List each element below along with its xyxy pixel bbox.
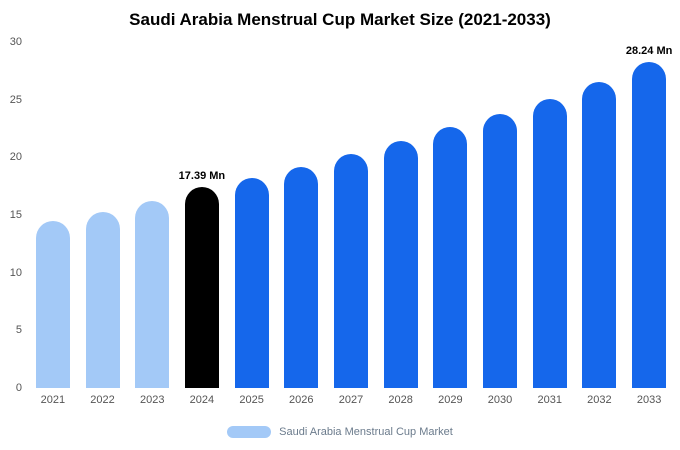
bar [632,62,667,388]
bar [333,153,368,388]
bar-column [376,42,426,388]
x-axis: 2021 2022 2023 2024 2025 2026 2027 2028 2029 2030… [28,394,674,406]
x-tick-label: 2024 [189,394,215,406]
bar-column [326,42,376,388]
x-tick-label: 2022 [90,394,115,406]
y-tick-label: 0 [15,382,22,394]
bar [85,211,120,388]
bar-value-label: 17.39 Mn [178,170,226,183]
bar [184,187,219,388]
bar [135,201,170,388]
bar [483,113,518,388]
y-tick-label: 5 [15,324,22,337]
bar-column: 28.24 Mn [624,42,674,388]
bar-value-label: 28.24 Mn [625,45,673,58]
legend-swatch [227,426,272,438]
x-tick-label: 2025 [239,394,264,406]
x-tick-label: 2032 [587,394,612,406]
y-tick-label: 20 [9,151,22,164]
bar-column [227,42,277,388]
x-tick-label: 2029 [438,394,463,406]
plot-area: 17.39 Mn 28.24 Mn [28,42,674,388]
y-tick-label: 15 [9,209,22,221]
legend-label: Saudi Arabia Menstrual Cup Market [279,426,453,438]
bar [284,166,319,388]
x-tick-label: 2027 [338,394,364,406]
bar [383,141,418,388]
bar [35,220,70,388]
x-tick-label: 2033 [636,394,662,406]
x-tick-label: 2031 [537,394,562,406]
bar [433,127,468,388]
y-tick-label: 30 [9,36,22,48]
bar [582,82,617,388]
y-tick-label: 25 [9,93,22,106]
y-axis: 0 5 10 15 20 25 30 [0,36,24,394]
bar [234,178,269,388]
chart-title: Saudi Arabia Menstrual Cup Market Size (… [129,10,551,29]
x-tick-label: 2023 [139,394,165,406]
bar-column [28,42,78,388]
bar-column [426,42,476,388]
bar-column [475,42,525,388]
x-tick-label: 2030 [487,394,513,406]
bar-column [127,42,177,388]
bar [532,98,567,388]
bar-column [78,42,128,388]
y-tick-label: 10 [9,266,22,279]
legend: Saudi Arabia Menstrual Cup Market [0,426,680,438]
x-tick-label: 2021 [40,394,66,406]
bar-column [276,42,326,388]
x-tick-label: 2028 [388,394,413,406]
bar-column: 17.39 Mn [177,42,227,388]
x-tick-label: 2026 [289,394,314,406]
bar-column [525,42,575,388]
bar-column [575,42,625,388]
